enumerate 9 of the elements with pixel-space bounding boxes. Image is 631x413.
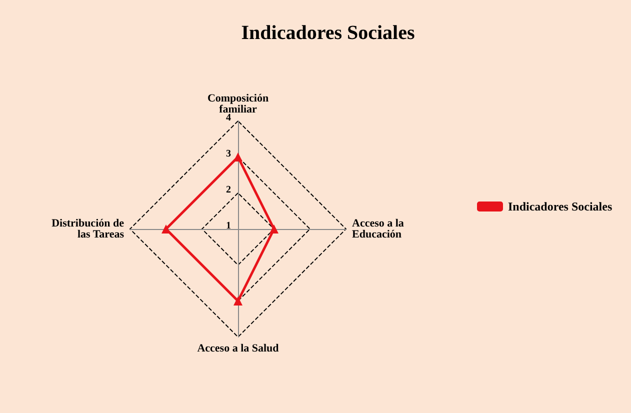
legend-label: Indicadores Sociales (508, 200, 612, 214)
y-tick-label: 3 (226, 148, 231, 160)
y-tick-label: 1 (226, 220, 231, 232)
spoke-label: Acceso a la Salud (197, 342, 279, 354)
y-tick-label: 4 (226, 112, 231, 124)
chart-title: Indicadores Sociales (241, 22, 415, 44)
spoke-label: Acceso a la Educación (352, 218, 404, 240)
spoke-label: Distribución de las Tareas (52, 218, 125, 240)
y-tick-label: 2 (226, 184, 231, 196)
